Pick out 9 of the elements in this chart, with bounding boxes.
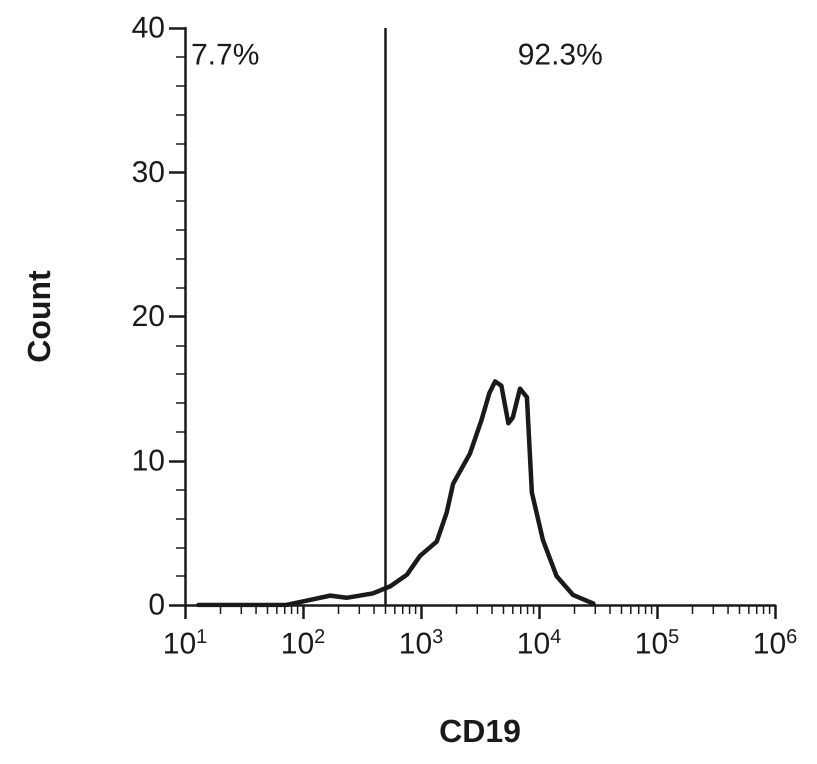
- y-tick-label: 10: [132, 444, 165, 478]
- y-tick-label: 40: [132, 12, 165, 44]
- y-tick-label: 20: [132, 300, 165, 333]
- annotation: 92.3%: [518, 38, 603, 72]
- y-axis-title: Count: [21, 270, 57, 363]
- y-tick-label: 0: [148, 588, 165, 622]
- annotation: 7.7%: [191, 38, 260, 72]
- x-axis-title: CD19: [439, 713, 521, 749]
- y-tick-label: 30: [132, 156, 165, 189]
